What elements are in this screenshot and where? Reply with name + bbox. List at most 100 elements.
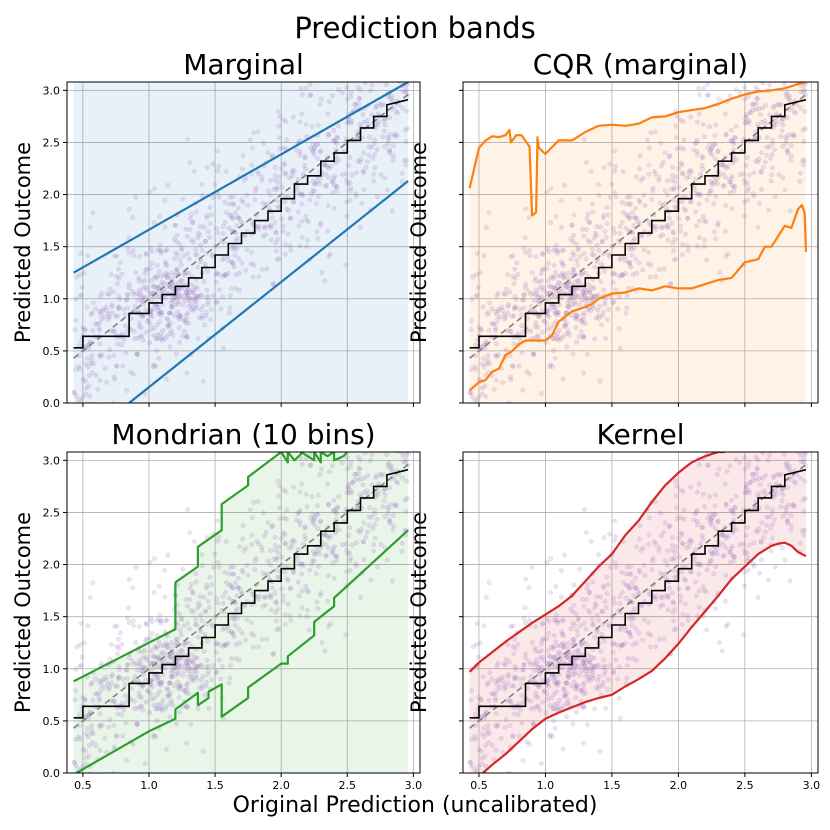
axes-frame — [462, 81, 819, 404]
scatter-point — [604, 204, 610, 210]
scatter-point — [142, 278, 148, 284]
scatter-point — [245, 202, 251, 208]
scatter-point — [515, 641, 521, 647]
scatter-point — [722, 481, 728, 487]
scatter-point — [671, 555, 677, 561]
scatter-point — [154, 285, 160, 290]
scatter-point — [105, 311, 111, 317]
scatter-point — [572, 301, 577, 307]
scatter-point — [469, 393, 475, 399]
scatter-point — [779, 49, 783, 53]
scatter-point — [709, 182, 715, 188]
scatter-point — [698, 192, 704, 198]
scatter-point — [209, 623, 215, 629]
scatter-point — [571, 602, 577, 608]
scatter-point — [268, 607, 274, 613]
scatter-point — [274, 185, 280, 191]
scatter-point — [137, 657, 142, 663]
scatter-point — [483, 743, 489, 749]
scatter-point — [156, 304, 162, 310]
scatter-point — [112, 253, 118, 259]
scatter-point — [88, 731, 94, 736]
scatter-point — [562, 692, 568, 698]
scatter-point — [271, 281, 277, 287]
scatter-point — [203, 683, 209, 689]
scatter-point — [512, 674, 518, 680]
scatter-point — [150, 364, 156, 370]
scatter-point — [213, 279, 219, 285]
scatter-point — [564, 714, 570, 720]
scatter-point — [185, 680, 191, 686]
scatter-point — [670, 240, 676, 246]
scatter-point — [149, 684, 155, 689]
scatter-point — [520, 757, 526, 763]
scatter-point — [607, 194, 613, 200]
scatter-point — [696, 571, 702, 577]
y-tick-label: 0.0 — [43, 397, 61, 410]
scatter-point — [629, 617, 635, 623]
scatter-point — [282, 532, 288, 538]
scatter-point — [660, 602, 666, 608]
scatter-point — [642, 202, 648, 208]
scatter-point — [555, 682, 561, 688]
scatter-point — [186, 668, 192, 674]
scatter-point — [282, 622, 288, 627]
scatter-point — [537, 655, 543, 661]
scatter-point — [732, 504, 738, 510]
scatter-point — [612, 168, 618, 174]
scatter-point — [275, 549, 281, 555]
scatter-point — [376, 492, 381, 497]
scatter-point — [505, 680, 511, 686]
scatter-point — [513, 296, 519, 302]
axes-frame — [66, 451, 421, 774]
scatter-point — [357, 122, 363, 128]
scatter-point — [536, 664, 541, 670]
scatter-point — [350, 479, 356, 485]
scatter-point — [561, 694, 567, 699]
scatter-point — [192, 621, 198, 627]
scatter-point — [484, 731, 490, 736]
scatter-point — [122, 682, 128, 688]
scatter-point — [672, 607, 678, 612]
scatter-point — [569, 672, 575, 677]
scatter-point — [209, 677, 215, 683]
scatter-point — [699, 533, 705, 539]
scatter-point — [139, 703, 145, 709]
scatter-point — [539, 284, 545, 290]
scatter-point — [575, 617, 581, 623]
scatter-point — [511, 313, 517, 319]
scatter-point — [553, 213, 559, 219]
scatter-point — [555, 273, 561, 279]
scatter-point — [203, 239, 209, 244]
scatter-point — [535, 324, 541, 330]
scatter-point — [164, 645, 170, 651]
scatter-point — [468, 327, 474, 333]
scatter-point — [547, 364, 553, 370]
scatter-point — [385, 134, 391, 140]
scatter-point — [123, 720, 129, 726]
scatter-point — [510, 363, 515, 369]
scatter-point — [601, 165, 607, 171]
scatter-point — [474, 398, 480, 403]
scatter-point — [512, 266, 518, 272]
scatter-point — [567, 668, 572, 674]
scatter-point — [111, 698, 116, 704]
scatter-point — [171, 256, 177, 262]
scatter-point — [199, 662, 204, 668]
scatter-point — [109, 674, 115, 680]
scatter-point — [638, 177, 644, 183]
scatter-point — [260, 200, 266, 206]
scatter-point — [583, 640, 589, 646]
scatter-point — [701, 588, 707, 593]
scatter-point — [179, 245, 185, 251]
scatter-point — [97, 723, 103, 729]
scatter-point — [83, 361, 89, 367]
scatter-point — [396, 102, 402, 108]
scatter-point — [346, 484, 351, 490]
scatter-point — [553, 242, 559, 248]
scatter-point — [612, 230, 618, 236]
scatter-point — [475, 284, 481, 290]
scatter-point — [562, 552, 567, 558]
scatter-point — [81, 270, 87, 276]
scatter-point — [361, 169, 367, 175]
